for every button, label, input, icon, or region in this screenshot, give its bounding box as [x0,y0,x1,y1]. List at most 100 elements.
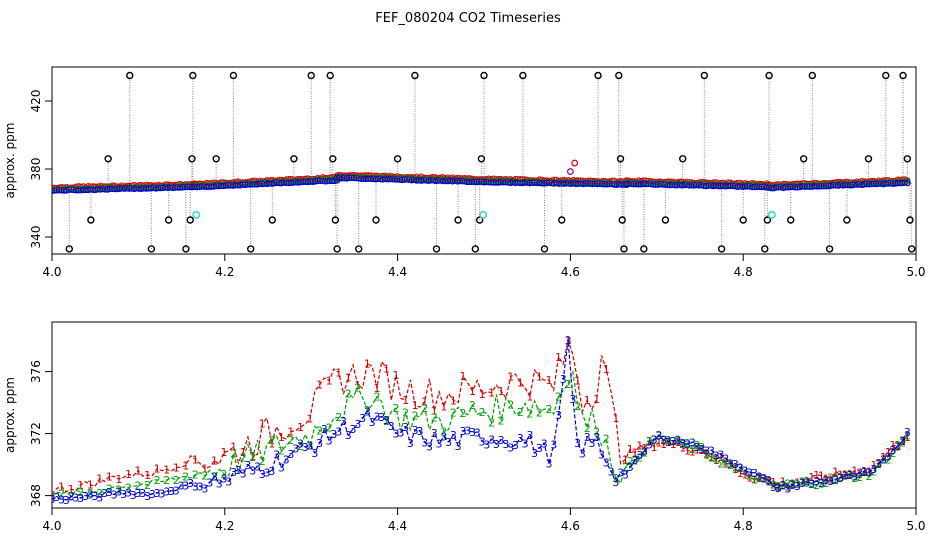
series-point-label-2: 2 [565,378,572,391]
series-point-label-3: 3 [498,434,505,447]
series-point-label-3: 3 [92,490,99,503]
series-point-label-3: 3 [182,479,189,492]
series-point-label-2: 2 [383,415,390,428]
series-point-label-2: 2 [751,474,758,487]
series-point-label-3: 3 [393,427,400,440]
series-point-label-2: 2 [182,470,189,483]
series-point-label-3: 3 [617,467,624,480]
series-point-label-2: 2 [268,434,275,447]
series-point-label-3: 3 [837,472,844,485]
series-point-label-3: 3 [106,486,113,499]
series-point-label-2: 2 [627,455,634,468]
flagged-point [147,245,156,253]
series-point-label-2: 2 [746,470,753,483]
series-point-label-1: 1 [431,405,438,418]
series-point-label-3: 3 [254,461,261,474]
y-axis-label: approx. ppm [3,123,17,199]
series-point-label-3: 3 [560,373,567,386]
series-point-label-1: 1 [498,385,505,398]
series-point-label-3: 3 [502,438,509,451]
series-point-label-3: 3 [737,462,744,475]
series-point-label-3: 3 [555,409,562,422]
top-panel: 4.0 4.2 4.4 4.6 4.8 5.0 340 380 420 approx. ppm [3,66,926,279]
series-point-label-3: 3 [445,436,452,449]
series-point-label-1: 1 [722,458,729,471]
series-point-label-3: 3 [397,426,404,439]
calibration-point [767,210,776,219]
series-point-label-3: 3 [82,490,89,503]
series-point-label-3: 3 [173,484,180,497]
series-point-label-3: 3 [813,475,820,488]
series-point-label-2: 2 [354,381,361,394]
series-point-label-3: 3 [292,443,299,456]
flagged-point [164,216,173,224]
series-point-label-3: 3 [761,472,768,485]
series-point-label-3: 3 [455,440,462,453]
series-point-label-2: 2 [870,465,877,478]
series-point-label-2: 2 [450,407,457,420]
series-point-label-3: 3 [870,463,877,476]
series-point-label-3: 3 [536,442,543,455]
series-point-label-1: 1 [851,465,858,478]
series-point-label-3: 3 [856,467,863,480]
series-point-label-1: 1 [402,394,409,407]
series-point-label-3: 3 [550,438,557,451]
calibration-point [479,210,488,219]
flagged-point [864,155,873,163]
series-point-label-1: 1 [259,418,266,431]
series-point-label-2: 2 [488,416,495,429]
series-point-label-2: 2 [851,472,858,485]
series-point-label-3: 3 [507,442,514,455]
series-point-label-3: 3 [655,430,662,443]
series-point-label-2: 2 [679,438,686,451]
series-point-label-2: 2 [459,407,466,420]
series-point-label-2: 2 [440,425,447,438]
series-point-label-1: 1 [698,444,705,457]
series-point-label-1: 1 [459,370,466,383]
flagged-point [594,71,602,80]
series-point-label-3: 3 [120,488,127,501]
series-point-label-1: 1 [440,400,447,413]
series-point-label-2: 2 [287,434,294,447]
series-point-label-3: 3 [364,405,371,418]
series-point-label-1: 1 [789,478,796,491]
series-point-label-1: 1 [780,475,787,488]
series-point-label-3: 3 [804,476,811,489]
series-point-label-3: 3 [72,491,79,504]
series-point-label-1: 1 [746,471,753,484]
series-point-label-2: 2 [727,459,734,472]
series-point-label-3: 3 [158,487,165,500]
flagged-point [620,245,628,253]
series-point-label-3: 3 [684,438,691,451]
series-point-label-3: 3 [646,439,653,452]
series-point-label-2: 2 [173,474,180,487]
series-point-label-2: 2 [373,391,380,404]
series-point-label-3: 3 [192,480,199,493]
flagged-point [454,216,462,224]
flagged-point [393,155,402,163]
series-point-label-3: 3 [732,458,739,471]
series-point-label-1: 1 [211,455,218,468]
series-point-label-3: 3 [708,444,715,457]
flagged-point [247,245,255,253]
series-point-label-3: 3 [416,425,423,438]
series-point-label-3: 3 [880,453,887,466]
flagged-point [899,71,907,80]
series-point-label-3: 3 [297,438,304,451]
series-point-label-1: 1 [751,474,758,487]
series-point-label-3: 3 [674,434,681,447]
series-point-label-3: 3 [163,485,170,498]
series-point-label-1: 1 [641,442,648,455]
series-point-label-1: 1 [450,394,457,407]
series-point-label-1: 1 [154,463,161,476]
series-point-label-3: 3 [899,434,906,447]
series-point-label-2: 2 [808,478,815,491]
series-point-label-1: 1 [278,431,285,444]
x-tick-label: 5.0 [906,519,925,533]
flagged-point [700,71,709,80]
series-point-label-1: 1 [823,473,830,486]
series-point-label-2: 2 [526,407,533,420]
series-point-label-3: 3 [665,436,672,449]
series-point-label-3: 3 [287,448,294,461]
series-point-label-2: 2 [154,474,161,487]
